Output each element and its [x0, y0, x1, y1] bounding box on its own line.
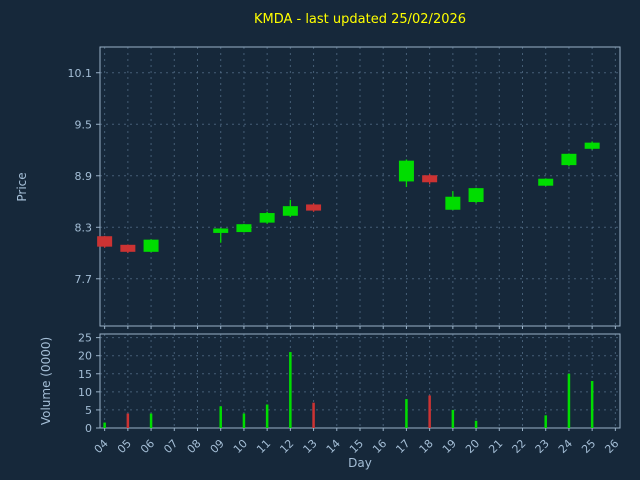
volume-tick-label: 25 — [78, 332, 92, 345]
candle-body-day-9 — [213, 228, 229, 233]
volume-tick-label: 5 — [85, 404, 92, 417]
candle-body-day-25 — [584, 142, 600, 149]
day-tick-label: 25 — [579, 437, 598, 456]
day-tick-label: 24 — [556, 437, 575, 456]
volume-bar-day-11 — [265, 404, 269, 428]
day-tick-label: 14 — [324, 437, 343, 456]
day-tick-label: 20 — [463, 437, 482, 456]
day-tick-label: 15 — [347, 437, 366, 456]
price-tick-label: 8.9 — [75, 170, 93, 183]
volume-bar-day-24 — [567, 373, 571, 428]
candle-body-day-10 — [236, 224, 252, 233]
volume-bar-day-25 — [590, 381, 594, 428]
day-tick-label: 07 — [161, 437, 180, 456]
day-tick-label: 23 — [533, 437, 552, 456]
day-tick-label: 10 — [231, 437, 250, 456]
volume-bar-day-12 — [289, 352, 292, 428]
price-tick-label: 10.1 — [68, 67, 93, 80]
volume-tick-label: 0 — [85, 422, 92, 435]
day-tick-label: 21 — [486, 437, 505, 456]
candle-body-day-5 — [120, 244, 136, 252]
volume-tick-label: 20 — [78, 350, 92, 363]
candle-body-day-23 — [538, 178, 554, 186]
volume-bar-day-10 — [242, 413, 246, 428]
price-tick-label: 7.7 — [75, 273, 93, 286]
day-tick-label: 12 — [277, 437, 296, 456]
day-tick-label: 19 — [440, 437, 459, 456]
volume-bar-day-5 — [126, 413, 130, 428]
volume-tick-label: 15 — [78, 368, 92, 381]
candle-body-day-4 — [97, 236, 113, 247]
volume-tick-label: 10 — [78, 386, 92, 399]
day-tick-label: 16 — [370, 437, 389, 456]
day-tick-label: 13 — [301, 437, 320, 456]
day-tick-label: 26 — [602, 437, 621, 456]
volume-bar-day-17 — [405, 399, 408, 428]
candle-body-day-20 — [468, 188, 484, 203]
day-tick-label: 11 — [254, 437, 273, 456]
day-tick-label: 05 — [115, 437, 134, 456]
x-axis-label: Day — [348, 456, 372, 470]
candle-body-day-13 — [306, 204, 322, 211]
volume-bar-day-13 — [312, 402, 315, 428]
candle-body-day-18 — [422, 175, 438, 183]
day-tick-label: 18 — [417, 437, 436, 456]
day-tick-label: 09 — [208, 437, 227, 456]
volume-bar-day-4 — [103, 422, 106, 428]
candle-body-day-17 — [398, 160, 414, 182]
volume-bar-day-23 — [544, 415, 547, 428]
volume-bar-day-6 — [149, 413, 153, 428]
volume-bar-day-19 — [451, 409, 455, 428]
day-tick-label: 22 — [510, 437, 529, 456]
price-tick-label: 9.5 — [75, 118, 93, 131]
volume-bar-day-20 — [474, 420, 478, 428]
day-tick-label: 04 — [92, 437, 111, 456]
price-tick-label: 8.3 — [75, 221, 93, 234]
candle-body-day-6 — [143, 239, 159, 252]
volume-bar-day-18 — [428, 395, 431, 428]
day-tick-label: 17 — [393, 437, 412, 456]
chart-title: KMDA - last updated 25/02/2026 — [253, 12, 467, 27]
candle-body-day-12 — [282, 206, 298, 216]
candle-body-day-11 — [259, 213, 275, 223]
volume-bar-day-9 — [219, 406, 222, 428]
day-tick-label: 06 — [138, 437, 157, 456]
day-tick-label: 08 — [185, 437, 204, 456]
candle-body-day-19 — [445, 196, 461, 210]
candle-body-day-24 — [561, 153, 577, 166]
